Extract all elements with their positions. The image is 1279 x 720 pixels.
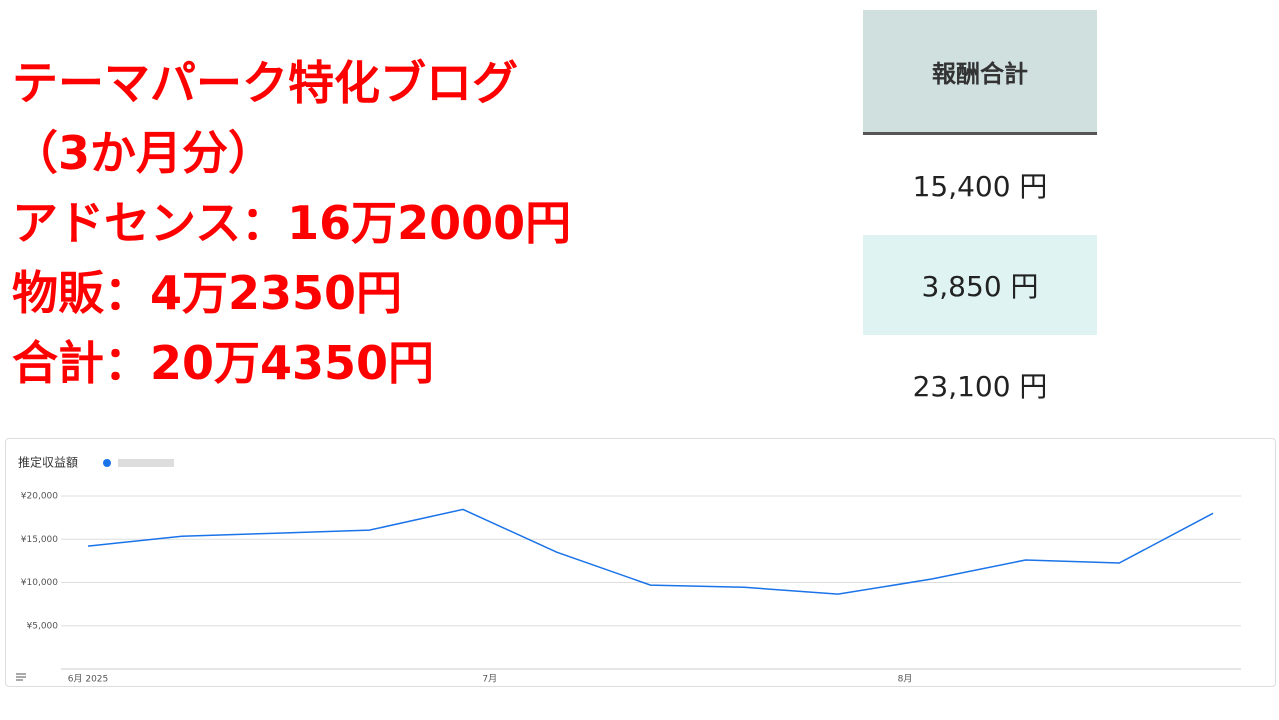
table-cell: 3,850 円 xyxy=(863,235,1097,335)
x-tick-label: 7月 xyxy=(482,674,497,685)
chart: 推定収益額 ¥5,000 ¥10,000 ¥15,000 ¥20,000 6月 2025… xyxy=(16,455,1241,685)
line-series xyxy=(87,508,1214,595)
x-tick-label: 6月 2025 xyxy=(68,674,109,685)
chart-title: 推定収益額 xyxy=(18,455,78,470)
headline-line: テーマパーク特化ブログ xyxy=(12,56,518,110)
table-cell: 15,400 円 xyxy=(912,170,1048,203)
y-tick-label: ¥5,000 xyxy=(27,621,59,631)
legend-dot xyxy=(103,459,111,467)
table-header: 報酬合計 xyxy=(863,10,1097,135)
chart-card: 推定収益額 ¥5,000 ¥10,000 ¥15,000 ¥20,000 6月 2025… xyxy=(5,438,1276,687)
y-tick-label: ¥10,000 xyxy=(21,578,58,588)
y-tick-label: ¥20,000 xyxy=(21,492,58,502)
headline-line: 物販：4万2350円 xyxy=(12,266,403,320)
x-tick-label: 8月 xyxy=(898,674,913,685)
headline-line: アドセンス：16万2000円 xyxy=(12,196,572,250)
headline: テーマパーク特化ブログ （3か月分） アドセンス：16万2000円 物販：4万2… xyxy=(12,48,571,398)
headline-line: 合計：20万4350円 xyxy=(12,336,435,390)
y-tick-label: ¥15,000 xyxy=(21,535,58,545)
legend-blurred xyxy=(118,459,174,467)
headline-line: （3か月分） xyxy=(12,126,275,180)
reward-table: 報酬合計 15,400 円 3,850 円 23,100 円 xyxy=(863,10,1097,435)
table-cell: 23,100 円 xyxy=(912,370,1048,403)
menu-icon[interactable] xyxy=(16,673,26,681)
